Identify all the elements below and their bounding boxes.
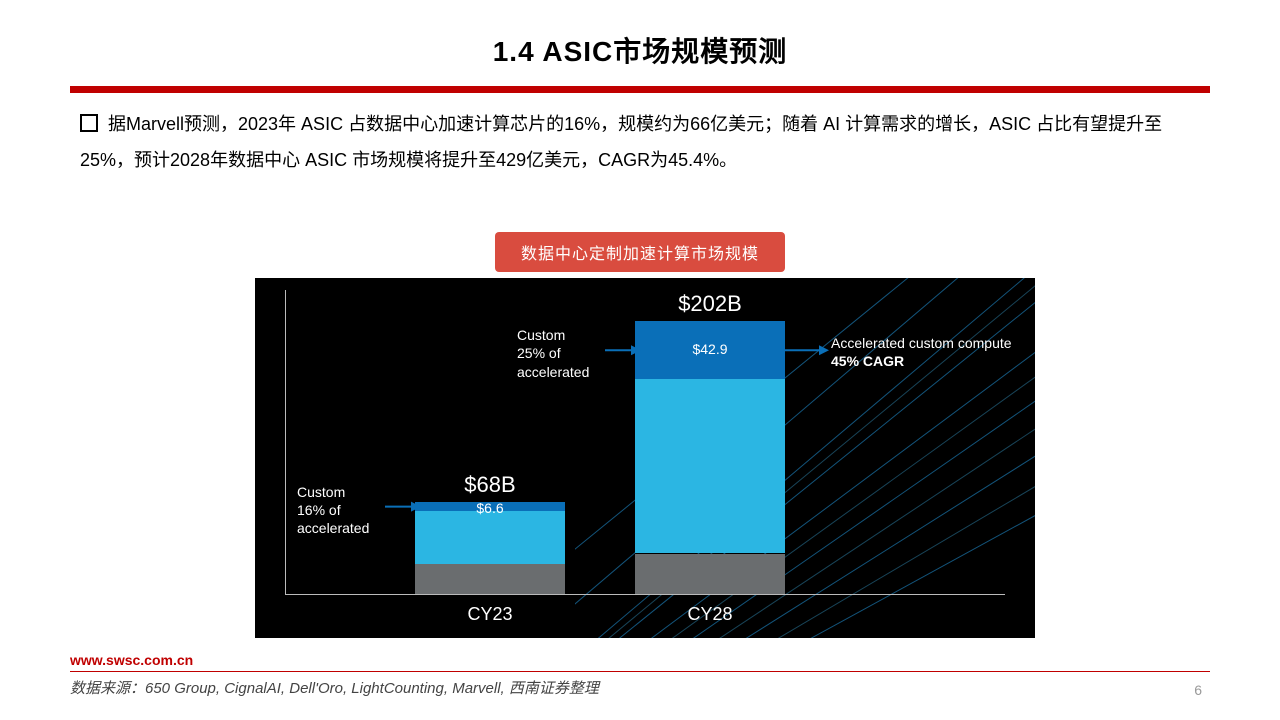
title-rule <box>70 86 1210 92</box>
bar-total-label: $202B <box>635 291 785 317</box>
bar-total-label: $68B <box>415 472 565 498</box>
bar-segment-base <box>415 564 565 594</box>
footer-rule <box>70 671 1210 672</box>
bullet-square-icon <box>80 114 98 132</box>
footer-source: 数据来源：650 Group, CignalAI, Dell'Oro, Ligh… <box>70 677 599 698</box>
bar-segment-accel <box>415 511 565 564</box>
footer-url: www.swsc.com.cn <box>70 652 193 668</box>
chart-title-badge: 数据中心定制加速计算市场规模 <box>495 232 785 272</box>
bar-segment-base <box>635 554 785 595</box>
page-number: 6 <box>1194 682 1202 698</box>
slide-title: 1.4 ASIC市场规模预测 <box>0 30 1280 70</box>
chart-plot: $6.6 $68B CY23 $42.9 $202B CY28 Custom16% ofac… <box>255 278 1035 638</box>
bar-segment-label: $42.9 <box>635 341 785 357</box>
category-label: CY23 <box>415 604 565 625</box>
chart-container: $6.6 $68B CY23 $42.9 $202B CY28 Custom16% ofac… <box>255 278 1035 638</box>
bullet-text: 据Marvell预测，2023年 ASIC 占数据中心加速计算芯片的16%，规模… <box>80 106 1200 178</box>
bar-segment-label: $6.6 <box>415 500 565 516</box>
bar-segment-accel <box>635 379 785 553</box>
x-axis <box>285 594 1005 595</box>
bullet-content: 据Marvell预测，2023年 ASIC 占数据中心加速计算芯片的16%，规模… <box>80 114 1162 170</box>
left-annotation: Custom16% ofaccelerated <box>297 483 407 538</box>
y-axis <box>285 290 286 594</box>
right-annotation: Accelerated custom compute45% CAGR <box>831 334 1035 370</box>
category-label: CY28 <box>635 604 785 625</box>
left-annotation: Custom25% ofaccelerated <box>517 326 627 381</box>
